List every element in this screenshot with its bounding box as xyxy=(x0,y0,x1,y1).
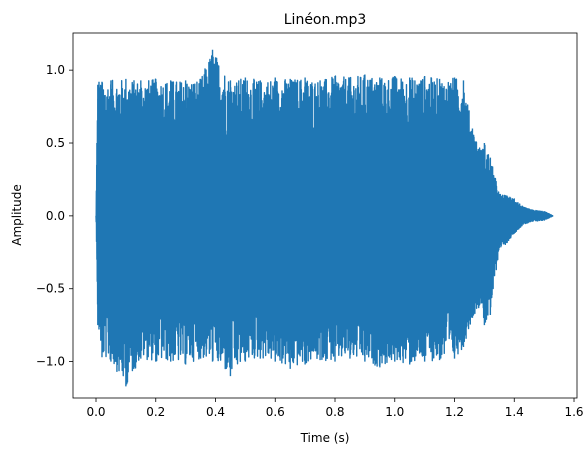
y-tick-label: −0.5 xyxy=(36,282,65,296)
x-tick-label: 1.4 xyxy=(505,405,524,419)
x-tick-label: 1.6 xyxy=(564,405,583,419)
x-axis-label: Time (s) xyxy=(300,431,350,445)
x-tick-label: 0.8 xyxy=(325,405,344,419)
x-tick-label: 1.2 xyxy=(445,405,464,419)
chart-title: Linéon.mp3 xyxy=(284,12,367,28)
y-tick-label: −1.0 xyxy=(36,355,65,369)
x-tick-label: 0.2 xyxy=(146,405,165,419)
y-tick-label: 0.5 xyxy=(46,136,65,150)
x-tick-label: 0.6 xyxy=(266,405,285,419)
y-tick-label: 1.0 xyxy=(46,63,65,77)
x-tick-label: 0.4 xyxy=(206,405,225,419)
y-tick-label: 0.0 xyxy=(46,209,65,223)
x-tick-label: 1.0 xyxy=(385,405,404,419)
x-tick-label: 0.0 xyxy=(86,405,105,419)
plot-area xyxy=(73,33,577,398)
y-axis-label: Amplitude xyxy=(10,184,24,246)
